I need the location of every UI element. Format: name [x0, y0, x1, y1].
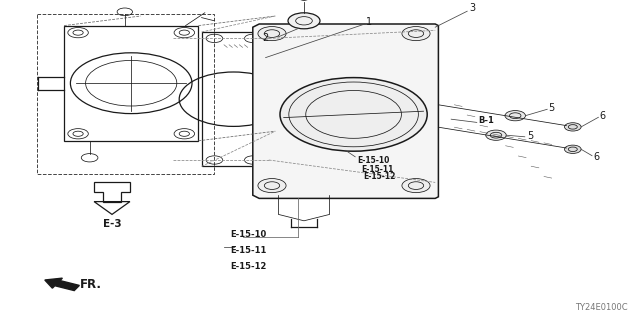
- Text: B-1: B-1: [478, 116, 494, 125]
- Text: TY24E0100C: TY24E0100C: [575, 303, 627, 312]
- Circle shape: [258, 179, 286, 193]
- Text: E-15-12: E-15-12: [230, 262, 267, 271]
- Circle shape: [564, 145, 581, 153]
- Text: 1: 1: [366, 17, 372, 27]
- Text: FR.: FR.: [80, 278, 102, 291]
- Text: 5: 5: [527, 131, 533, 141]
- Circle shape: [402, 179, 430, 193]
- Text: E-15-11: E-15-11: [362, 165, 394, 174]
- Circle shape: [280, 77, 428, 151]
- Circle shape: [402, 27, 430, 41]
- Text: 2: 2: [262, 33, 269, 44]
- FancyArrow shape: [45, 278, 79, 291]
- Circle shape: [486, 130, 506, 140]
- Text: E-3: E-3: [102, 219, 122, 229]
- Text: E-15-10: E-15-10: [230, 230, 267, 239]
- Circle shape: [258, 27, 286, 41]
- Text: 5: 5: [548, 103, 555, 113]
- Text: E-15-11: E-15-11: [230, 246, 267, 255]
- Text: E-15-12: E-15-12: [364, 172, 396, 181]
- Circle shape: [288, 13, 320, 29]
- Bar: [37, 14, 214, 174]
- Text: 3: 3: [469, 3, 476, 13]
- Text: 6: 6: [593, 152, 600, 162]
- Polygon shape: [253, 24, 438, 198]
- Bar: [202, 32, 266, 166]
- Circle shape: [564, 123, 581, 131]
- Text: E-15-10: E-15-10: [357, 156, 390, 165]
- Circle shape: [505, 110, 525, 121]
- Text: 6: 6: [600, 111, 606, 121]
